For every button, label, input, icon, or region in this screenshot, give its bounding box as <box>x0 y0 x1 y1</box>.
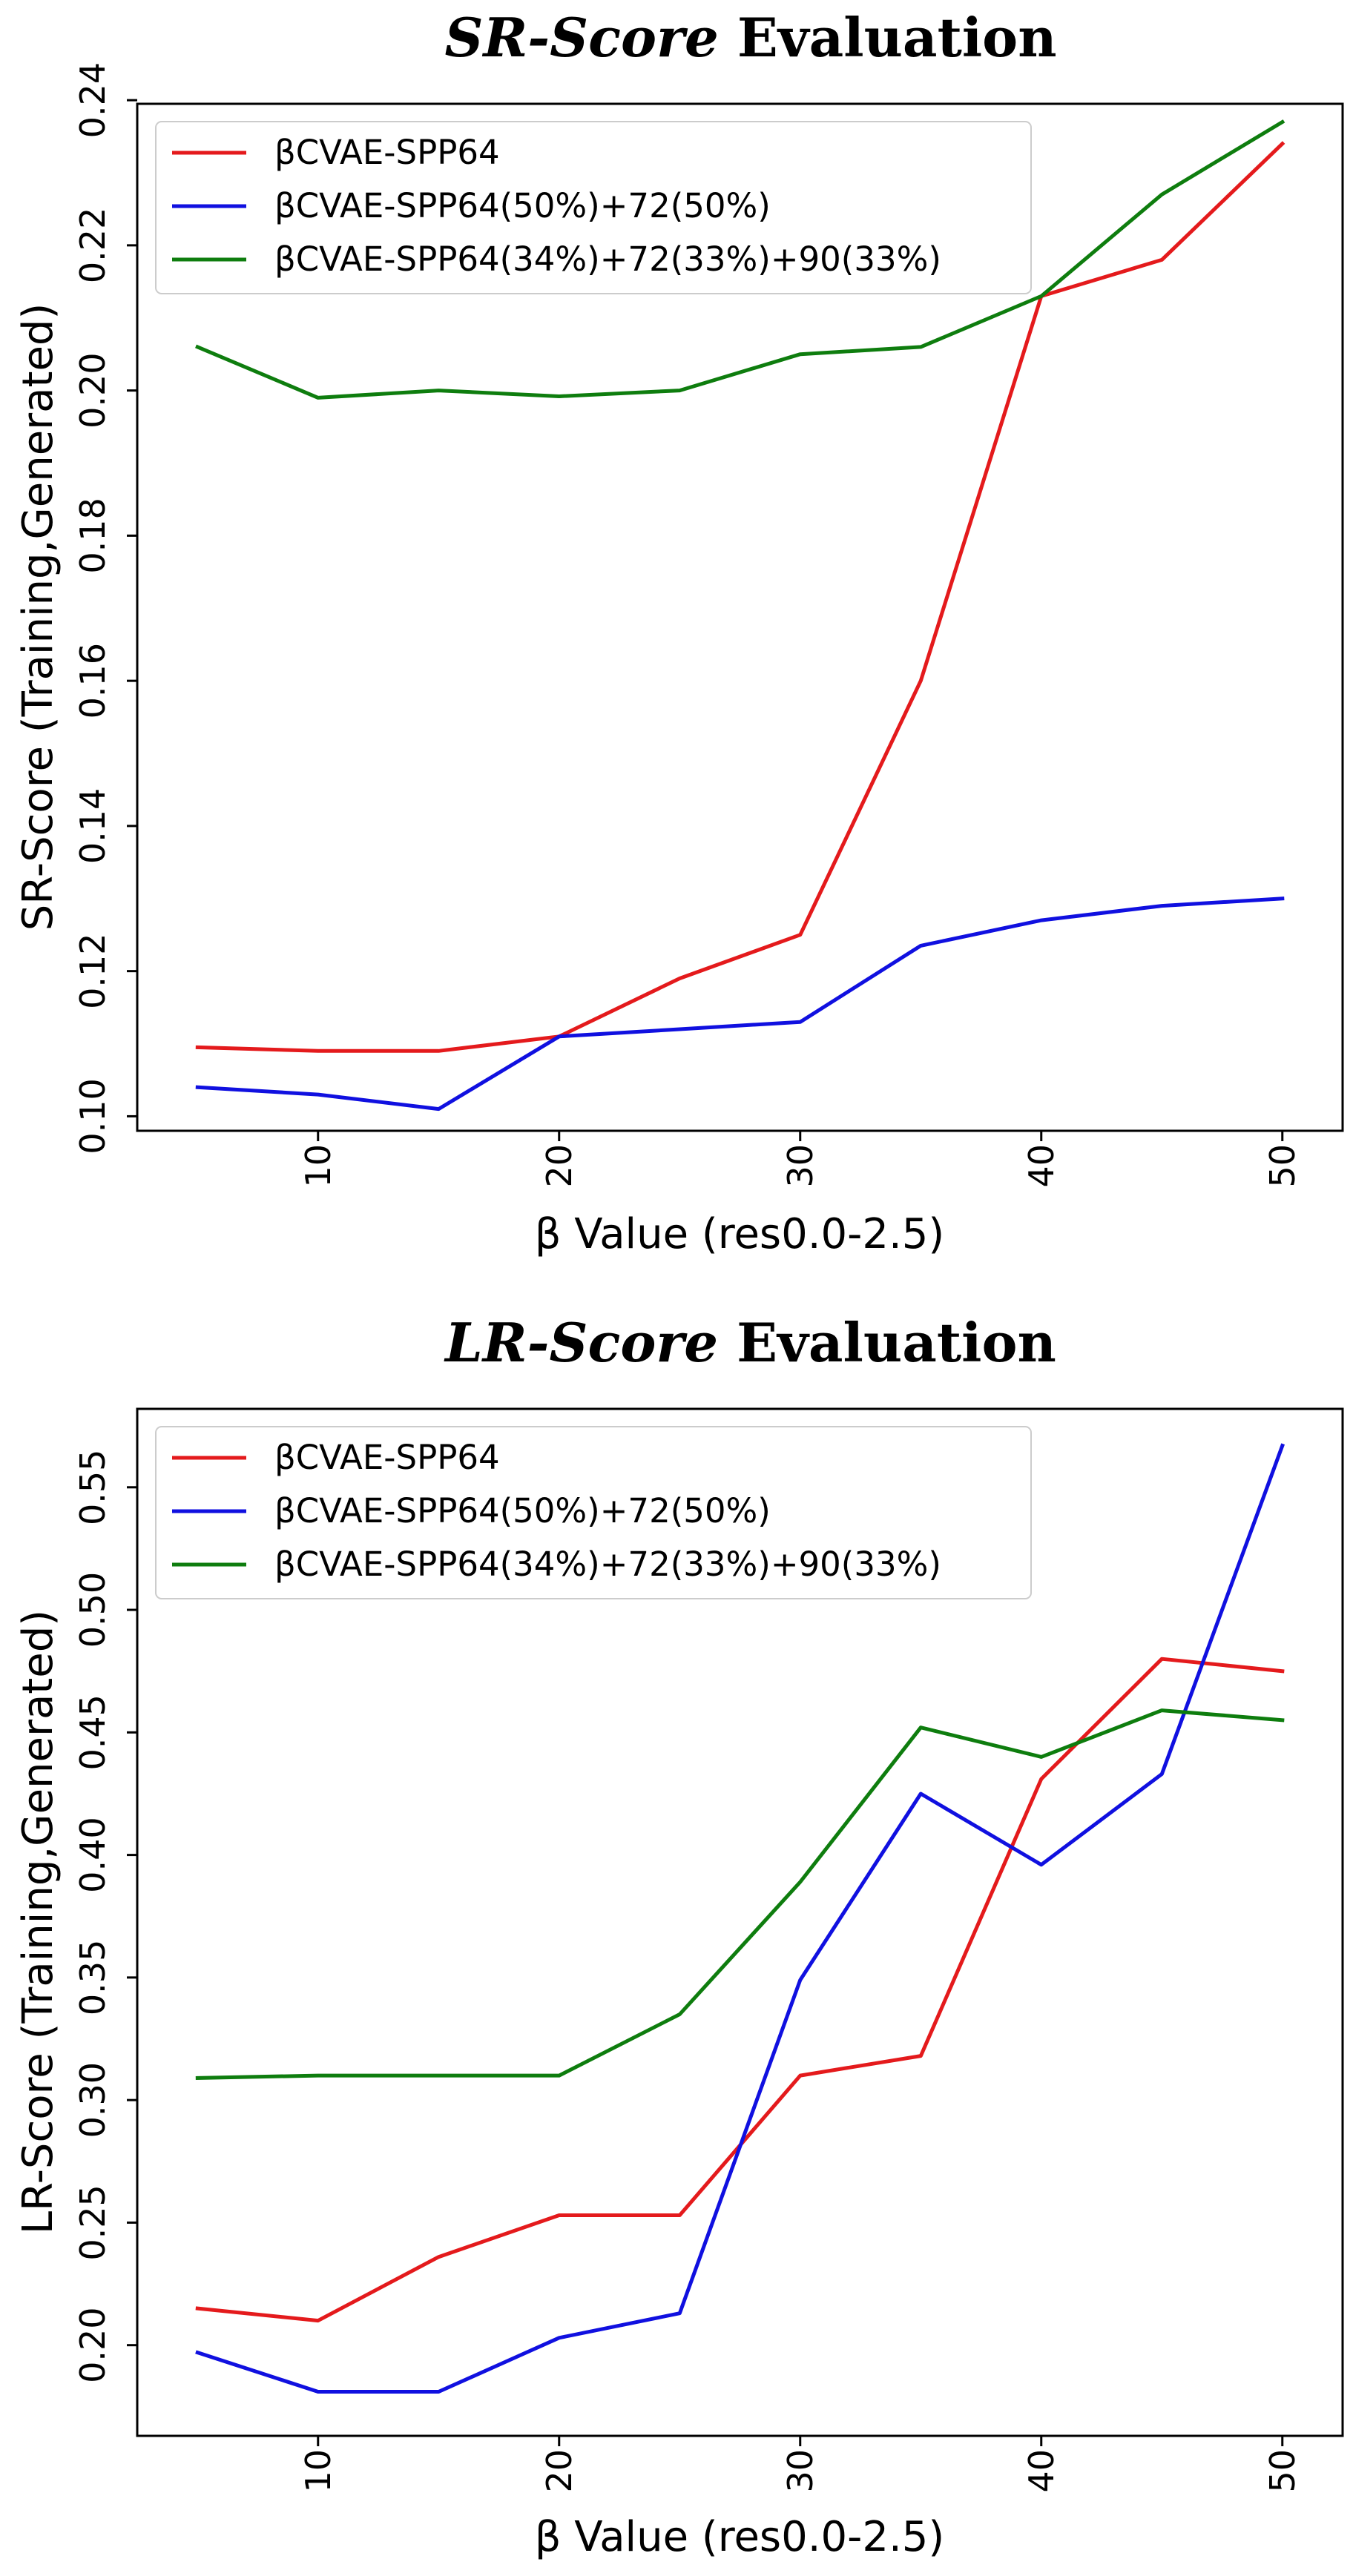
lr-x-tick-label: 50 <box>1263 2449 1303 2493</box>
sr-y-axis-label: SR-Score (Training,Generated) <box>14 303 62 931</box>
sr-x-tick-label: 30 <box>780 1144 820 1188</box>
sr-y-tick-label: 0.10 <box>73 1078 113 1154</box>
sr-x-tick-label: 10 <box>298 1144 338 1188</box>
sr-legend-label: βCVAE-SPP64 <box>274 133 500 172</box>
sr-y-tick-label: 0.24 <box>73 62 113 138</box>
sr-y-tick-label: 0.18 <box>73 498 113 573</box>
sr-y-tick-label: 0.22 <box>73 208 113 283</box>
lr-y-tick-label: 0.55 <box>73 1450 113 1525</box>
lr-score-chart: LR-Score Evaluation 0.20 0.25 0.30 0.35 0.40… <box>14 1311 1344 2561</box>
lr-y-tick-label: 0.45 <box>73 1694 113 1770</box>
lr-x-tick-label: 10 <box>298 2449 338 2493</box>
lr-chart-title-rest: Evaluation <box>718 1311 1056 1374</box>
sr-x-axis-label: β Value (res0.0-2.5) <box>535 1210 945 1258</box>
sr-y-axis-ticks: 0.10 0.12 0.14 0.16 0.18 0.20 0.22 0.24 <box>73 62 137 1155</box>
sr-y-tick-label: 0.14 <box>73 788 113 864</box>
sr-y-tick-label: 0.20 <box>73 352 113 428</box>
lr-series-group <box>195 1443 1285 2394</box>
lr-y-tick-label: 0.50 <box>73 1572 113 1648</box>
sr-legend-label: βCVAE-SPP64(34%)+72(33%)+90(33%) <box>274 240 941 279</box>
sr-chart-title-rest: Evaluation <box>719 6 1057 69</box>
lr-x-axis-ticks: 10 20 30 40 50 <box>298 2436 1303 2493</box>
sr-x-tick-label: 20 <box>539 1144 579 1188</box>
sr-x-tick-label: 50 <box>1263 1144 1303 1188</box>
sr-legend: βCVAE-SPP64 βCVAE-SPP64(50%)+72(50%) βCV… <box>155 121 1032 294</box>
sr-chart-title: SR-Score Evaluation <box>444 6 1056 69</box>
lr-x-tick-label: 40 <box>1021 2449 1061 2493</box>
sr-chart-title-italic: SR-Score <box>444 6 718 69</box>
sr-series-line-2 <box>195 896 1285 1112</box>
sr-series-line-3 <box>195 119 1285 400</box>
lr-legend-label: βCVAE-SPP64(34%)+72(33%)+90(33%) <box>274 1545 941 1584</box>
lr-legend-box <box>155 1426 1032 1599</box>
lr-y-tick-label: 0.30 <box>73 2062 113 2138</box>
sr-score-chart: SR-Score Evaluation 0.10 0.12 0.14 0.16 0.18… <box>14 6 1344 1258</box>
lr-y-axis-ticks: 0.20 0.25 0.30 0.35 0.40 0.45 0.50 0.55 <box>73 1450 137 2383</box>
lr-x-tick-label: 30 <box>780 2449 820 2493</box>
lr-x-axis-label: β Value (res0.0-2.5) <box>535 2513 945 2561</box>
sr-series-group <box>195 119 1285 1112</box>
lr-y-axis-label: LR-Score (Training,Generated) <box>14 1610 62 2234</box>
lr-legend-label: βCVAE-SPP64 <box>274 1438 500 1477</box>
lr-legend-label: βCVAE-SPP64(50%)+72(50%) <box>274 1491 771 1530</box>
lr-y-tick-label: 0.35 <box>73 1940 113 2015</box>
lr-legend: βCVAE-SPP64 βCVAE-SPP64(50%)+72(50%) βCV… <box>155 1426 1032 1599</box>
sr-x-tick-label: 40 <box>1021 1144 1061 1188</box>
sr-y-tick-label: 0.16 <box>73 643 113 719</box>
sr-y-tick-label: 0.12 <box>73 933 113 1008</box>
lr-chart-title-italic: LR-Score <box>444 1311 718 1374</box>
lr-y-tick-label: 0.20 <box>73 2307 113 2382</box>
sr-series-line-1 <box>195 141 1285 1053</box>
sr-x-axis-ticks: 10 20 30 40 50 <box>298 1131 1303 1188</box>
sr-legend-box <box>155 121 1032 294</box>
lr-series-line-3 <box>195 1708 1285 2080</box>
lr-x-tick-label: 20 <box>539 2449 579 2493</box>
lr-series-line-2 <box>195 1443 1285 2394</box>
lr-y-tick-label: 0.25 <box>73 2184 113 2260</box>
lr-chart-title: LR-Score Evaluation <box>444 1311 1056 1374</box>
sr-legend-label: βCVAE-SPP64(50%)+72(50%) <box>274 186 771 225</box>
lr-y-tick-label: 0.40 <box>73 1817 113 1892</box>
